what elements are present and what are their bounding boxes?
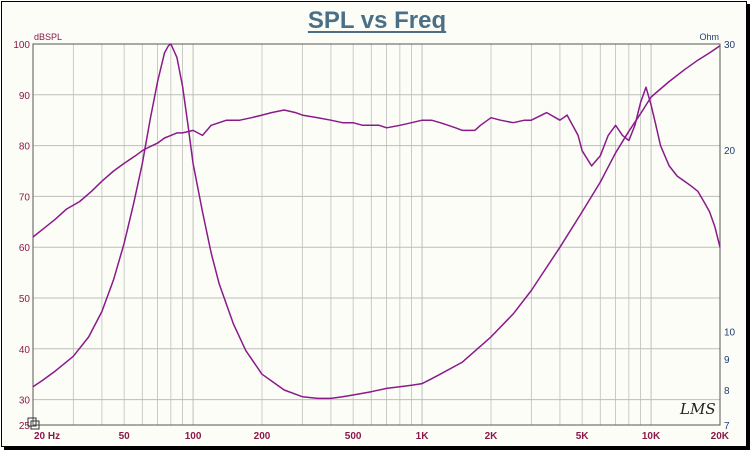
x-tick-label: 2K bbox=[485, 431, 499, 442]
x-tick-label: 500 bbox=[345, 431, 362, 442]
y-left-tick-label: 60 bbox=[19, 243, 31, 254]
x-tick-label: 200 bbox=[254, 431, 271, 442]
chart-series bbox=[32, 43, 721, 400]
y-left-tick-label: 30 bbox=[19, 396, 31, 407]
y-left-tick-label: 80 bbox=[19, 142, 31, 153]
x-tick-label: 5K bbox=[576, 431, 590, 442]
y-right-tick-label: 30 bbox=[724, 40, 736, 51]
chart-title: SPL vs Freq bbox=[308, 7, 446, 34]
y-right-tick-label: 8 bbox=[724, 386, 730, 397]
y-axis-right-label: Ohm bbox=[699, 32, 719, 42]
y-left-tick-label: 40 bbox=[19, 345, 31, 356]
y-left-tick-label: 50 bbox=[19, 294, 31, 305]
impedance-curve bbox=[32, 43, 721, 400]
chart-grid bbox=[32, 43, 721, 426]
x-tick-label: 10K bbox=[642, 431, 661, 442]
x-tick-label: 1K bbox=[416, 431, 430, 442]
y-right-tick-label: 9 bbox=[724, 355, 730, 366]
y-axis-left-label: dBSPL bbox=[34, 32, 62, 42]
spl-curve bbox=[32, 86, 721, 248]
chart-axis-labels: 20 Hz 50 100 200 500 1K 2K 5K 10K 20K 25 30 40 50 60 70… bbox=[13, 40, 735, 442]
y-left-tick-label: 70 bbox=[19, 192, 31, 203]
x-tick-label: 20 Hz bbox=[34, 431, 60, 442]
plot-area-border bbox=[32, 43, 721, 426]
y-left-tick-label: 25 bbox=[19, 421, 31, 432]
x-tick-label: 20K bbox=[711, 431, 730, 442]
x-tick-label: 50 bbox=[119, 431, 131, 442]
y-right-tick-label: 7 bbox=[724, 421, 730, 432]
y-right-tick-label: 20 bbox=[724, 146, 736, 157]
lms-watermark: LMS bbox=[679, 400, 716, 418]
y-left-tick-label: 90 bbox=[19, 91, 31, 102]
y-right-tick-label: 10 bbox=[724, 328, 736, 339]
y-left-tick-label: 100 bbox=[13, 40, 30, 51]
x-tick-label: 100 bbox=[185, 431, 202, 442]
cursor-box-icon bbox=[27, 417, 40, 430]
